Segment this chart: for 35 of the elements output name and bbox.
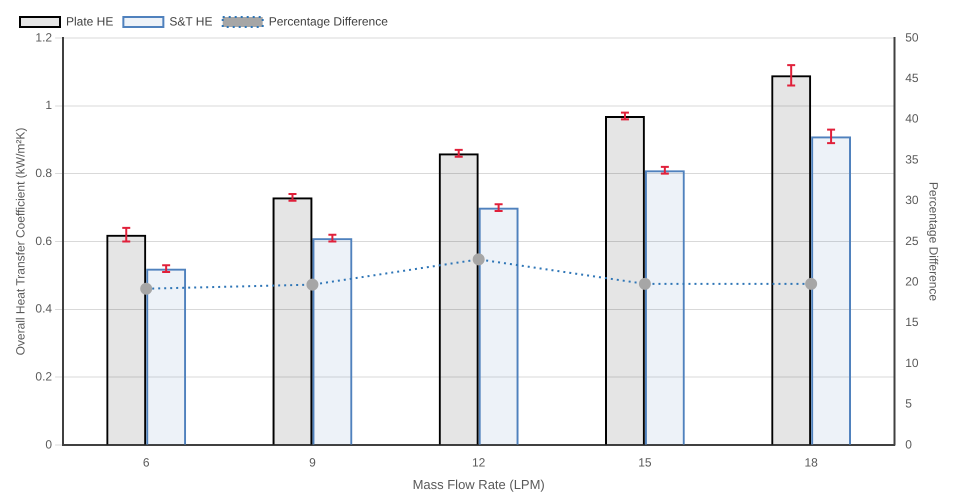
- y-axis-title: Overall Heat Transfer Coefficient (kW/m²K): [14, 128, 28, 356]
- x-tick-label: 9: [309, 456, 316, 470]
- y-tick-label: 0.8: [35, 166, 52, 180]
- legend-label: Plate HE: [66, 14, 114, 28]
- bar: [605, 116, 645, 444]
- bar: [106, 234, 146, 444]
- y2-axis-title: Percentage Difference: [926, 182, 940, 302]
- bar: [438, 153, 479, 444]
- y2-tick-label: 40: [905, 112, 919, 126]
- bar: [771, 75, 812, 444]
- y-tick-label: 0.6: [35, 234, 52, 248]
- y2-tick-label: 30: [905, 193, 919, 208]
- y-tick-label: 1: [45, 98, 52, 112]
- legend-label: Percentage Difference: [268, 14, 388, 28]
- y2-tick-label: 5: [905, 396, 912, 411]
- x-tick-label: 15: [638, 456, 652, 470]
- x-tick-label: 6: [142, 456, 150, 470]
- y2-tick-label: 0: [905, 437, 912, 452]
- y2-tick-label: 50: [905, 30, 919, 44]
- y-tick-label: 0.4: [35, 302, 52, 316]
- y2-tick-label: 10: [905, 356, 919, 370]
- bar: [811, 136, 852, 444]
- bar: [272, 197, 312, 444]
- y-tick-label: 0: [45, 437, 52, 452]
- y-tick-label: 1.2: [35, 30, 52, 44]
- y2-tick-label: 35: [905, 152, 919, 166]
- x-tick-label: 18: [804, 456, 818, 470]
- y2-tick-label: 45: [905, 71, 919, 86]
- y2-tick-label: 25: [905, 234, 919, 248]
- x-axis-title: Mass Flow Rate (LPM): [412, 476, 545, 492]
- x-tick-label: 12: [472, 456, 486, 470]
- y2-tick-label: 20: [905, 274, 919, 289]
- legend-label: S&T HE: [169, 14, 212, 28]
- y2-tick-label: 15: [905, 315, 919, 330]
- y-tick-label: 0.2: [35, 369, 52, 384]
